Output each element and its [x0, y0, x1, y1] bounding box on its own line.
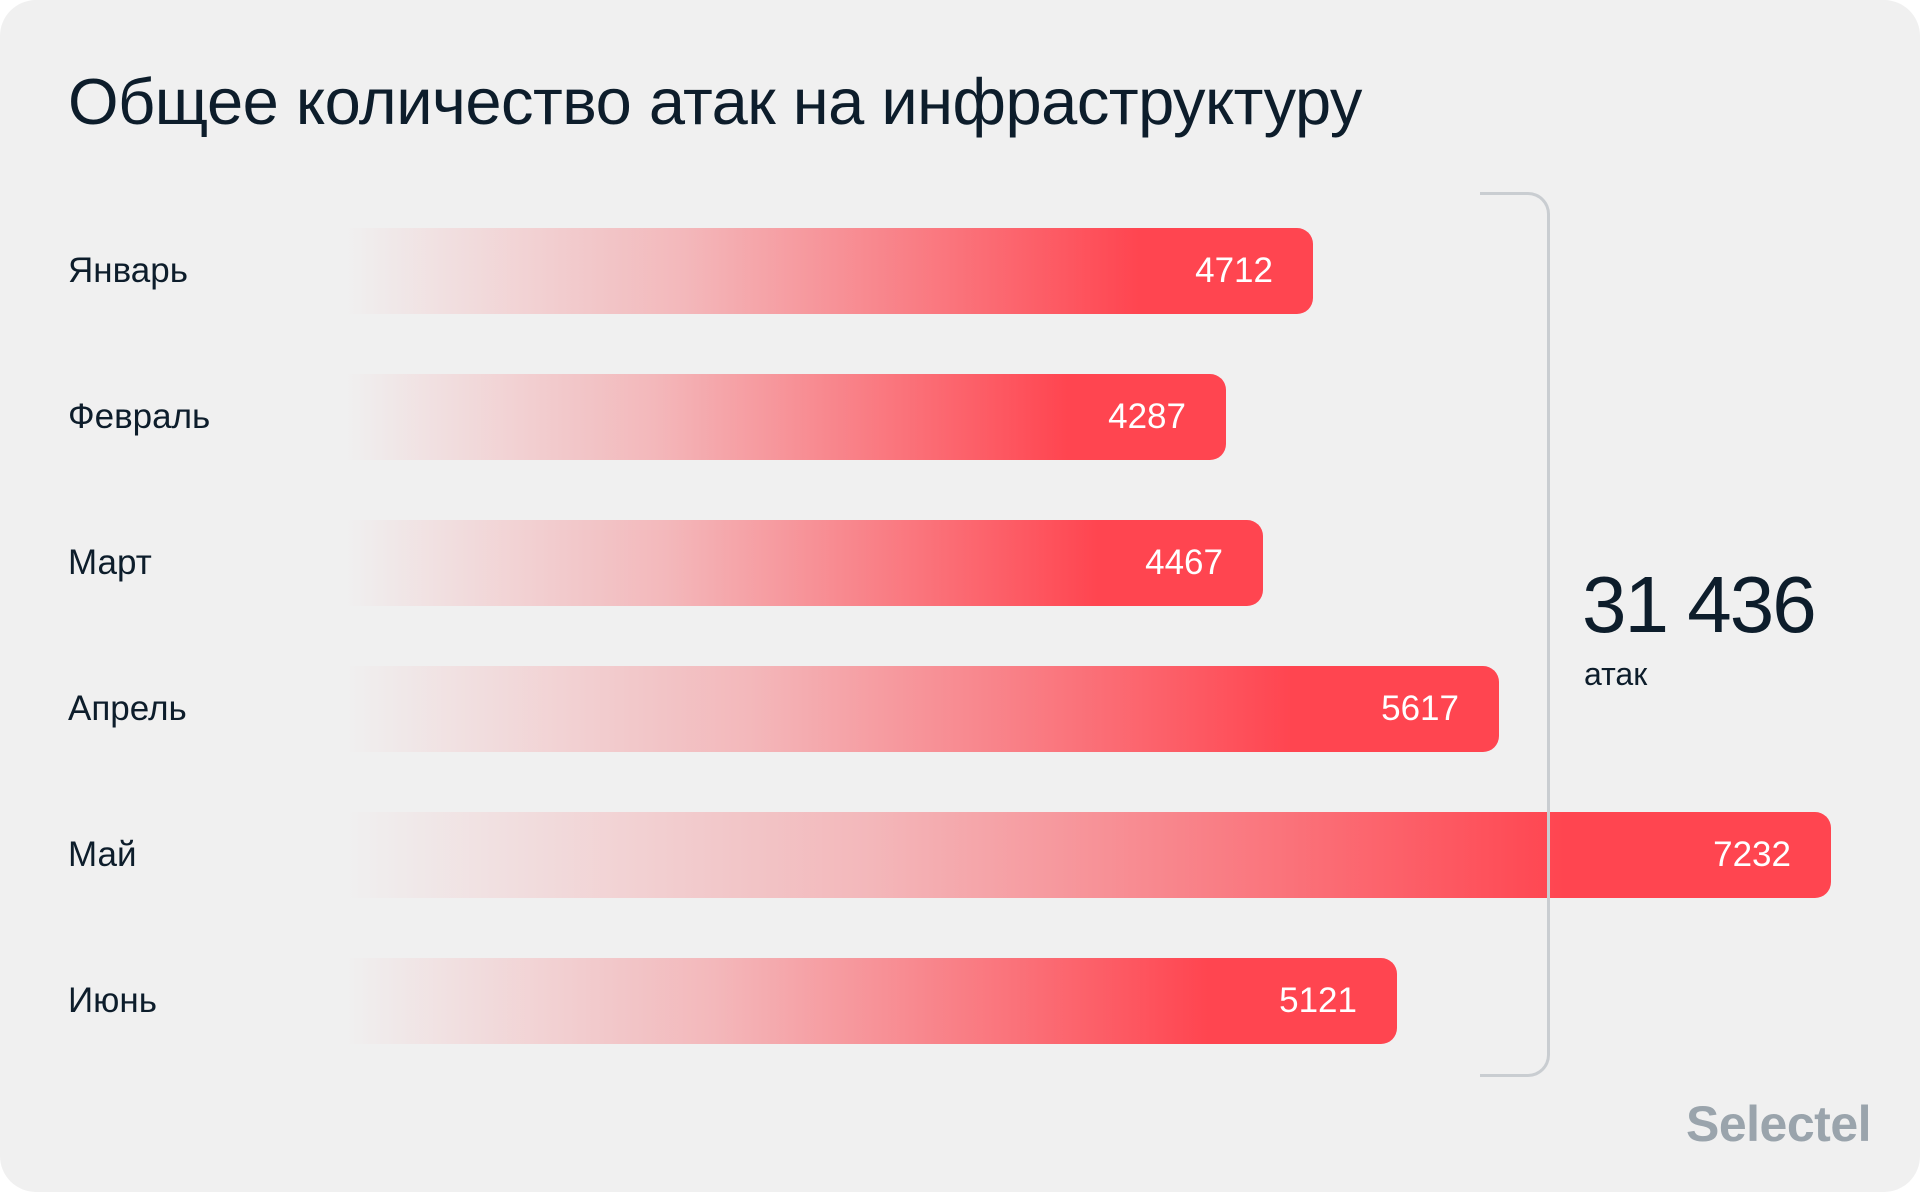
bar-value-label: 4467	[1145, 543, 1223, 582]
month-label: Февраль	[68, 397, 211, 436]
month-label: Апрель	[68, 689, 187, 728]
month-label: Январь	[68, 251, 188, 290]
bar: 5121	[345, 958, 1397, 1044]
bar: 5617	[345, 666, 1499, 752]
bar: 4712	[345, 228, 1313, 314]
bar: 4287	[345, 374, 1226, 460]
bar-value-label: 4287	[1108, 397, 1186, 436]
bar: 7232	[345, 812, 1831, 898]
bar-value-label: 5617	[1381, 689, 1459, 728]
bar-value-label: 4712	[1195, 251, 1273, 290]
month-label: Март	[68, 543, 152, 582]
bar-value-label: 7232	[1713, 835, 1791, 874]
month-label: Май	[68, 835, 137, 874]
total-value: 31 436	[1582, 560, 1817, 649]
selectel-logo: Selectel	[1686, 1096, 1872, 1152]
bar-value-label: 5121	[1279, 981, 1357, 1020]
total-bracket	[1480, 192, 1550, 1077]
total-unit: атак	[1584, 656, 1648, 692]
chart-title: Общее количество атак на инфраструктуру	[68, 65, 1362, 138]
bar: 4467	[345, 520, 1263, 606]
month-label: Июнь	[68, 981, 157, 1020]
